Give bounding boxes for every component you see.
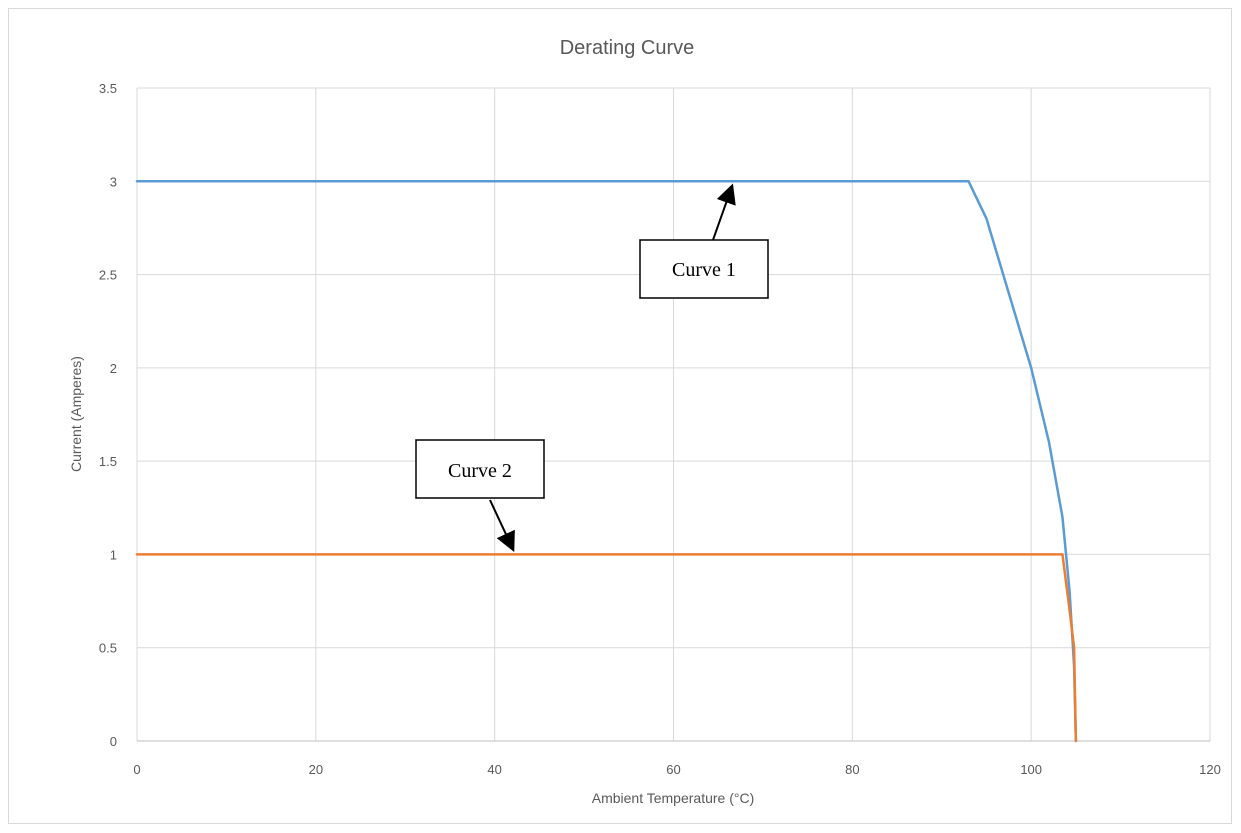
x-tick-label: 60 — [666, 762, 680, 777]
curve-2-callout: Curve 2 — [415, 439, 545, 553]
chart-frame — [8, 8, 1232, 824]
curve-1-arrow — [712, 183, 736, 241]
chart-title: Derating Curve — [560, 37, 695, 59]
x-tick-label: 20 — [309, 762, 323, 777]
y-tick-label: 3.5 — [99, 81, 117, 96]
y-tick-label: 1 — [110, 547, 117, 562]
x-tick-label: 40 — [487, 762, 501, 777]
curve-2-label: Curve 2 — [448, 460, 512, 482]
y-axis-label: Current (Amperes) — [68, 356, 84, 472]
x-tick-label: 120 — [1199, 762, 1221, 777]
x-axis-label: Ambient Temperature (°C) — [592, 790, 755, 806]
series-curve-2-line — [135, 553, 1078, 743]
curve-2-box — [415, 439, 545, 499]
y-tick-label: 3 — [110, 174, 117, 189]
y-axis-ticks: 0 0.5 1 1.5 2 2.5 3 3.5 — [99, 81, 117, 749]
series-lines — [135, 180, 1078, 743]
y-tick-label: 2 — [110, 361, 117, 376]
x-tick-label: 80 — [845, 762, 859, 777]
curve-1-box — [639, 239, 769, 299]
y-tick-label: 2.5 — [99, 268, 117, 283]
curve-1-label: Curve 1 — [672, 259, 736, 281]
x-tick-label: 0 — [133, 762, 140, 777]
curve-2-arrow — [489, 499, 515, 553]
grid-lines — [136, 87, 1211, 742]
x-tick-label: 100 — [1020, 762, 1042, 777]
y-tick-label: 1.5 — [99, 454, 117, 469]
x-axis-ticks: 0 20 40 60 80 100 120 — [133, 762, 1220, 777]
y-tick-label: 0 — [110, 734, 117, 749]
y-tick-label: 0.5 — [99, 641, 117, 656]
curve-1-callout: Curve 1 — [639, 183, 769, 299]
